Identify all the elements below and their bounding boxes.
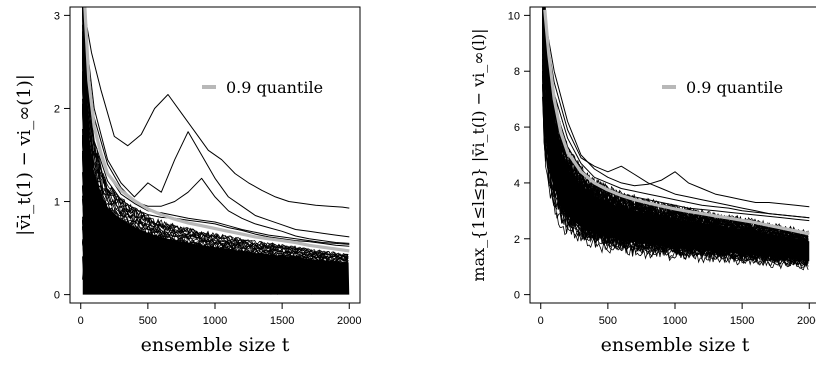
chart-panel-left: 0 500 1000 1500 2000 0 1 2 3 ensemble size t |v̄i_…: [14, 6, 362, 356]
ensemble-line: [542, 84, 809, 267]
series-line: [83, 7, 350, 209]
ensemble-line: [83, 7, 349, 260]
y-tick-label: 2: [54, 103, 60, 115]
series-line: [82, 33, 350, 245]
x-tick-label: 0: [538, 315, 544, 327]
y-tick-label: 2: [514, 234, 520, 246]
x-tick-label: 1500: [270, 315, 294, 327]
y-tick-label: 6: [514, 122, 520, 134]
x-tick-label: 0: [78, 315, 84, 327]
y-axis-label: max_{1≤l≤p} |v̄i_t(l) − vi_∞(l)|: [469, 28, 488, 281]
quantile-line: [83, 7, 350, 253]
x-tick-label: 500: [139, 315, 157, 327]
ensemble-band: [542, 7, 810, 271]
series-line: [542, 9, 810, 208]
ensemble-line: [83, 7, 349, 259]
y-tick-label: 0: [514, 290, 520, 302]
plot-area: [82, 7, 350, 296]
chart-panel-right: 0 500 1000 1500 2000 0 2 4 6 8 10 ensemble size t ma…: [469, 6, 816, 356]
x-tick-label: 1000: [203, 315, 227, 327]
x-axis-label: ensemble size t: [141, 334, 290, 356]
legend-label: 0.9 quantile: [686, 78, 783, 97]
ensemble-line: [83, 7, 349, 257]
x-tick-label: 500: [599, 315, 617, 327]
ensemble-line: [83, 7, 349, 257]
y-axis-label: |v̄i_t(1) − vi_∞(1)|: [14, 74, 35, 236]
ensemble-band: [82, 7, 350, 296]
series-line: [82, 52, 350, 247]
ensemble-fill: [82, 7, 350, 295]
ensemble-line: [83, 7, 349, 262]
y-tick-label: 8: [514, 66, 520, 78]
series-line: [82, 15, 350, 238]
ensemble-line: [542, 96, 809, 271]
series-line: [542, 15, 810, 219]
y-tick-label: 3: [54, 10, 60, 22]
x-tick-label: 2000: [797, 315, 816, 327]
y-tick-label: 0: [54, 290, 60, 302]
y-tick-label: 1: [54, 197, 60, 209]
legend-label: 0.9 quantile: [226, 78, 323, 97]
ensemble-line: [82, 7, 349, 264]
ensemble-line: [83, 7, 349, 262]
quantile-line: [543, 9, 810, 236]
plot-area: [542, 7, 810, 271]
y-tick-label: 4: [514, 178, 520, 190]
x-tick-label: 1500: [730, 315, 754, 327]
x-tick-label: 1000: [663, 315, 687, 327]
x-tick-label: 2000: [337, 315, 361, 327]
y-tick-label: 10: [508, 10, 520, 22]
x-axis-label: ensemble size t: [601, 334, 750, 356]
ensemble-fill: [546, 57, 810, 262]
